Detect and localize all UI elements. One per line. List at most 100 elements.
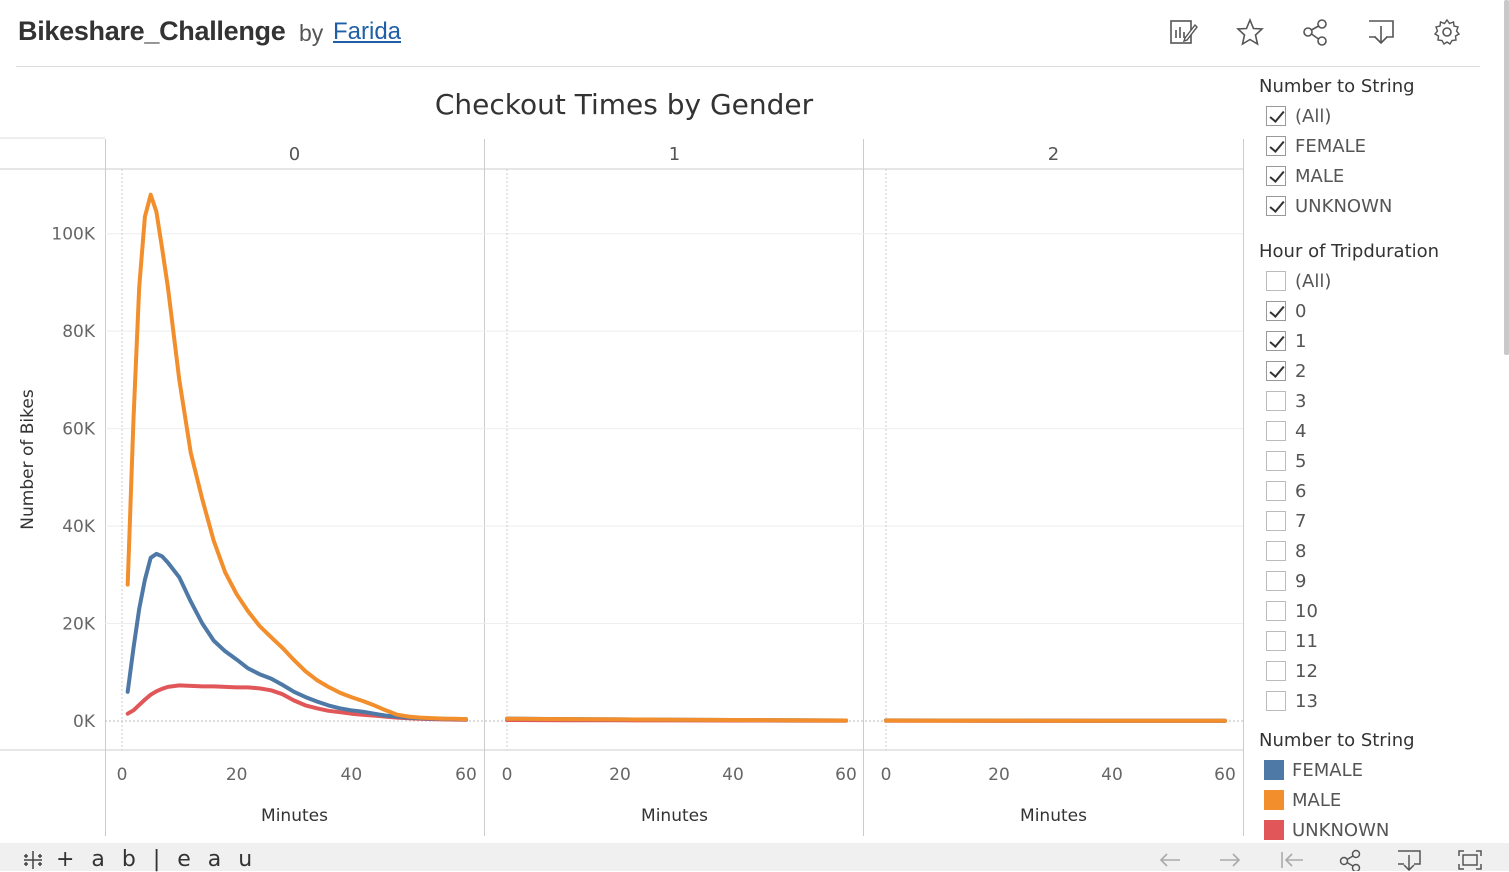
color-legend: FEMALE MALE UNKNOWN (1259, 755, 1499, 845)
hour-filter-option-label: 8 (1295, 541, 1306, 562)
x-tick-label: 60 (1214, 765, 1236, 785)
hour-filter-option-label: 11 (1295, 631, 1318, 652)
hour-filter-title: Hour of Tripduration (1259, 241, 1499, 265)
hour-filter-option[interactable]: (All) (1259, 266, 1499, 296)
series-line-unknown (128, 685, 466, 719)
hour-filter-option-label: 1 (1295, 331, 1306, 352)
share-icon[interactable] (1300, 16, 1330, 48)
gender-filter-option-label: UNKNOWN (1295, 196, 1392, 217)
tableau-logo-icon (20, 849, 46, 871)
x-tick-label: 0 (117, 765, 128, 785)
hour-filter-checkbox[interactable] (1266, 301, 1286, 321)
panel-header-label: 1 (669, 144, 680, 165)
hour-filter-checkbox[interactable] (1266, 451, 1286, 471)
fullscreen-icon[interactable] (1457, 849, 1483, 871)
chart-title: Checkout Times by Gender (0, 88, 1248, 121)
gender-filter-option-label: MALE (1295, 166, 1344, 187)
gender-filter-checkbox[interactable] (1266, 106, 1286, 126)
panel-header-label: 2 (1048, 144, 1059, 165)
gender-filter-checkbox[interactable] (1266, 166, 1286, 186)
footer-toolbar: + a b | e a u (0, 843, 1509, 871)
y-axis-label: Number of Bikes (18, 389, 38, 530)
gender-filter-checkbox[interactable] (1266, 196, 1286, 216)
x-tick-label: 20 (988, 765, 1010, 785)
revert-icon[interactable] (1279, 849, 1305, 871)
hour-filter-checkbox[interactable] (1266, 601, 1286, 621)
legend-label: FEMALE (1292, 760, 1363, 781)
hour-filter-option[interactable]: 10 (1259, 596, 1499, 626)
hour-filter-option[interactable]: 9 (1259, 566, 1499, 596)
hour-filter-checkbox[interactable] (1266, 421, 1286, 441)
hour-filter-checkbox[interactable] (1266, 571, 1286, 591)
page-scrollbar[interactable] (1504, 0, 1509, 355)
hour-filter-checkbox[interactable] (1266, 511, 1286, 531)
hour-filter-option[interactable]: 11 (1259, 626, 1499, 656)
legend-swatch (1264, 820, 1284, 840)
x-tick-label: 60 (455, 765, 477, 785)
y-tick-label: 80K (62, 322, 96, 342)
footer-share-icon[interactable] (1337, 849, 1363, 871)
gender-filter-option[interactable]: UNKNOWN (1259, 191, 1499, 221)
tableau-logo-text: + a b | e a u (56, 847, 257, 872)
hour-filter-option[interactable]: 0 (1259, 296, 1499, 326)
legend-item[interactable]: UNKNOWN (1259, 815, 1499, 845)
x-axis-label: Minutes (261, 806, 328, 826)
hour-filter-checkbox[interactable] (1266, 481, 1286, 501)
legend-item[interactable]: FEMALE (1259, 755, 1499, 785)
hour-filter-option-label: (All) (1295, 271, 1331, 292)
hour-filter-option[interactable]: 6 (1259, 476, 1499, 506)
hour-filter-option[interactable]: 1 (1259, 326, 1499, 356)
x-tick-label: 40 (341, 765, 363, 785)
gender-filter-option[interactable]: FEMALE (1259, 131, 1499, 161)
download-icon[interactable] (1366, 16, 1396, 48)
y-tick-label: 20K (62, 615, 96, 635)
hour-filter-option[interactable]: 4 (1259, 416, 1499, 446)
hour-filter-checkbox[interactable] (1266, 631, 1286, 651)
hour-filter-checkbox[interactable] (1266, 331, 1286, 351)
x-tick-label: 0 (502, 765, 513, 785)
legend-swatch (1264, 760, 1284, 780)
star-icon[interactable] (1235, 16, 1265, 48)
legend-label: MALE (1292, 790, 1341, 811)
hour-filter-option[interactable]: 7 (1259, 506, 1499, 536)
hour-filter-option[interactable]: 5 (1259, 446, 1499, 476)
hour-filter-option[interactable]: 3 (1259, 386, 1499, 416)
gender-filter-option[interactable]: (All) (1259, 101, 1499, 131)
hour-filter-option-label: 6 (1295, 481, 1306, 502)
y-tick-label: 40K (62, 517, 96, 537)
hour-filter-checkbox[interactable] (1266, 391, 1286, 411)
hour-filter-checkbox[interactable] (1266, 271, 1286, 291)
hour-filter-checkbox[interactable] (1266, 691, 1286, 711)
hour-filter-checkbox[interactable] (1266, 661, 1286, 681)
settings-icon[interactable] (1432, 16, 1462, 48)
hour-filter-option-label: 7 (1295, 511, 1306, 532)
x-tick-label: 20 (226, 765, 248, 785)
hour-filter-option[interactable]: 13 (1259, 686, 1499, 714)
legend-title: Number to String (1259, 730, 1499, 754)
hour-filter-option[interactable]: 12 (1259, 656, 1499, 686)
hour-filter-checkbox[interactable] (1266, 541, 1286, 561)
x-tick-label: 20 (609, 765, 631, 785)
edit-icon[interactable] (1168, 16, 1198, 48)
hour-filter-option-label: 0 (1295, 301, 1306, 322)
hour-filter-option-label: 4 (1295, 421, 1306, 442)
gender-filter-option[interactable]: MALE (1259, 161, 1499, 191)
legend-item[interactable]: MALE (1259, 785, 1499, 815)
x-tick-label: 40 (1101, 765, 1123, 785)
redo-icon[interactable] (1217, 849, 1243, 871)
author-link[interactable]: Farida (333, 18, 401, 46)
hour-filter-option-label: 5 (1295, 451, 1306, 472)
undo-icon[interactable] (1157, 849, 1183, 871)
gender-filter-checkbox[interactable] (1266, 136, 1286, 156)
hour-filter-option-label: 9 (1295, 571, 1306, 592)
hour-filter-option[interactable]: 8 (1259, 536, 1499, 566)
hour-filter-option[interactable]: 2 (1259, 356, 1499, 386)
footer-download-icon[interactable] (1396, 849, 1422, 871)
series-line-male (507, 719, 846, 721)
x-axis-label: Minutes (1020, 806, 1087, 826)
x-tick-label: 40 (722, 765, 744, 785)
hour-filter-checkbox[interactable] (1266, 361, 1286, 381)
